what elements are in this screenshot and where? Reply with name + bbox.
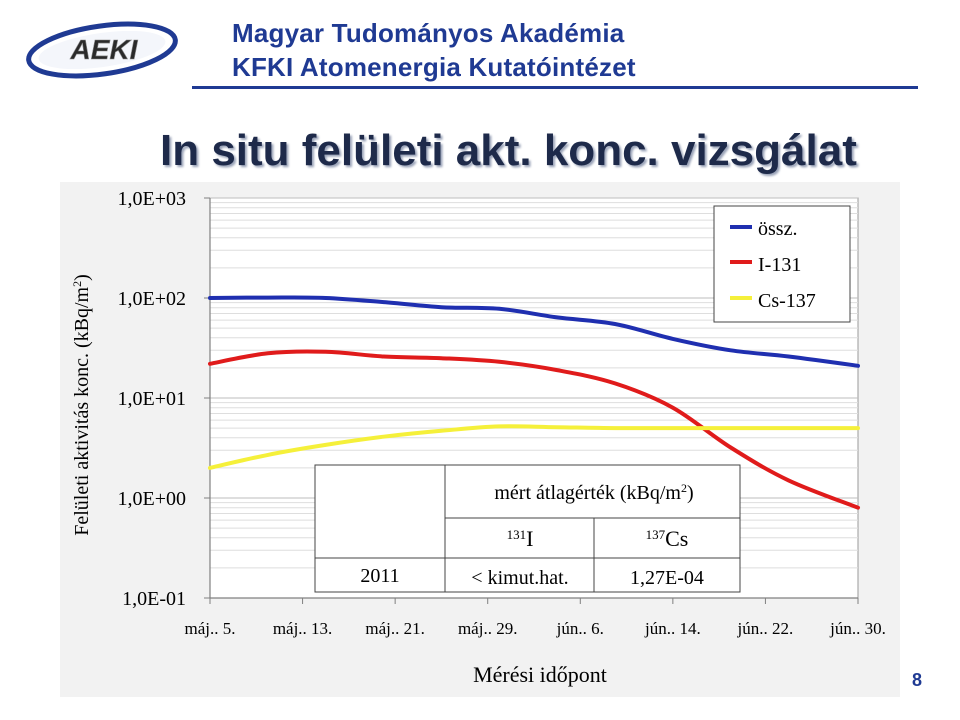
aeki-logo: AEKI	[26, 21, 178, 79]
table-cs137-value: 1,27E-04	[630, 567, 704, 589]
table-col-cs137-header: 137Cs	[646, 526, 689, 551]
x-tick-label: jún.. 30.	[829, 619, 886, 638]
y-tick-label: 1,0E+03	[118, 188, 187, 210]
table-col-i131-header: 131I	[507, 526, 534, 551]
logo-text: AEKI	[70, 34, 139, 65]
legend-label-cs137: Cs-137	[758, 290, 816, 312]
y-tick-labels: 1,0E+03 1,0E+02 1,0E+01 1,0E+00 1,0E-01	[118, 188, 187, 610]
y-axis-title: Felületi aktivitás konc. (kBq/m2)	[70, 274, 93, 536]
x-tick-label: máj.. 5.	[185, 619, 236, 638]
org-name-line1: Magyar Tudományos Akadémia	[232, 18, 625, 48]
x-tick-label: máj.. 21.	[365, 619, 425, 638]
table-caption: mért átlagérték (kBq/m2)	[494, 481, 693, 504]
x-tick-label: jún.. 22.	[737, 619, 794, 638]
y-tick-label: 1,0E+02	[118, 288, 187, 310]
table-row-label: 2011	[360, 565, 399, 587]
y-tick-label: 1,0E+01	[118, 388, 187, 410]
measurement-table: mért átlagérték (kBq/m2) 131I 137Cs 2011…	[314, 464, 741, 593]
y-tick-label: 1,0E-01	[122, 588, 186, 610]
header-divider	[192, 86, 918, 89]
axes	[204, 197, 859, 604]
slide-title: In situ felületi akt. konc. vizsgálat	[160, 126, 857, 175]
y-tick-label: 1,0E+00	[118, 488, 187, 510]
legend-label-ossz: össz.	[758, 218, 797, 240]
table-i131-value: < kimut.hat.	[471, 567, 568, 589]
legend: össz. I-131 Cs-137	[713, 205, 851, 323]
logo-ring-icon	[26, 21, 178, 79]
x-tick-label: máj.. 13.	[273, 619, 333, 638]
series-line-cs137	[208, 424, 860, 470]
x-axis-title: Mérési időpont	[473, 662, 607, 687]
legend-label-i131: I-131	[758, 254, 801, 276]
series-lines	[208, 295, 860, 510]
x-tick-label: jún.. 14.	[644, 619, 701, 638]
x-tick-label: máj.. 29.	[458, 619, 518, 638]
page-number: 8	[912, 670, 923, 690]
series-line-ossz	[208, 295, 860, 368]
org-name-line2: KFKI Atomenergia Kutatóintézet	[232, 52, 636, 82]
series-line-i131	[208, 349, 860, 510]
x-tick-label: jún.. 6.	[556, 619, 604, 638]
x-tick-labels: máj.. 5. máj.. 13. máj.. 21. máj.. 29. jún..…	[185, 619, 886, 638]
